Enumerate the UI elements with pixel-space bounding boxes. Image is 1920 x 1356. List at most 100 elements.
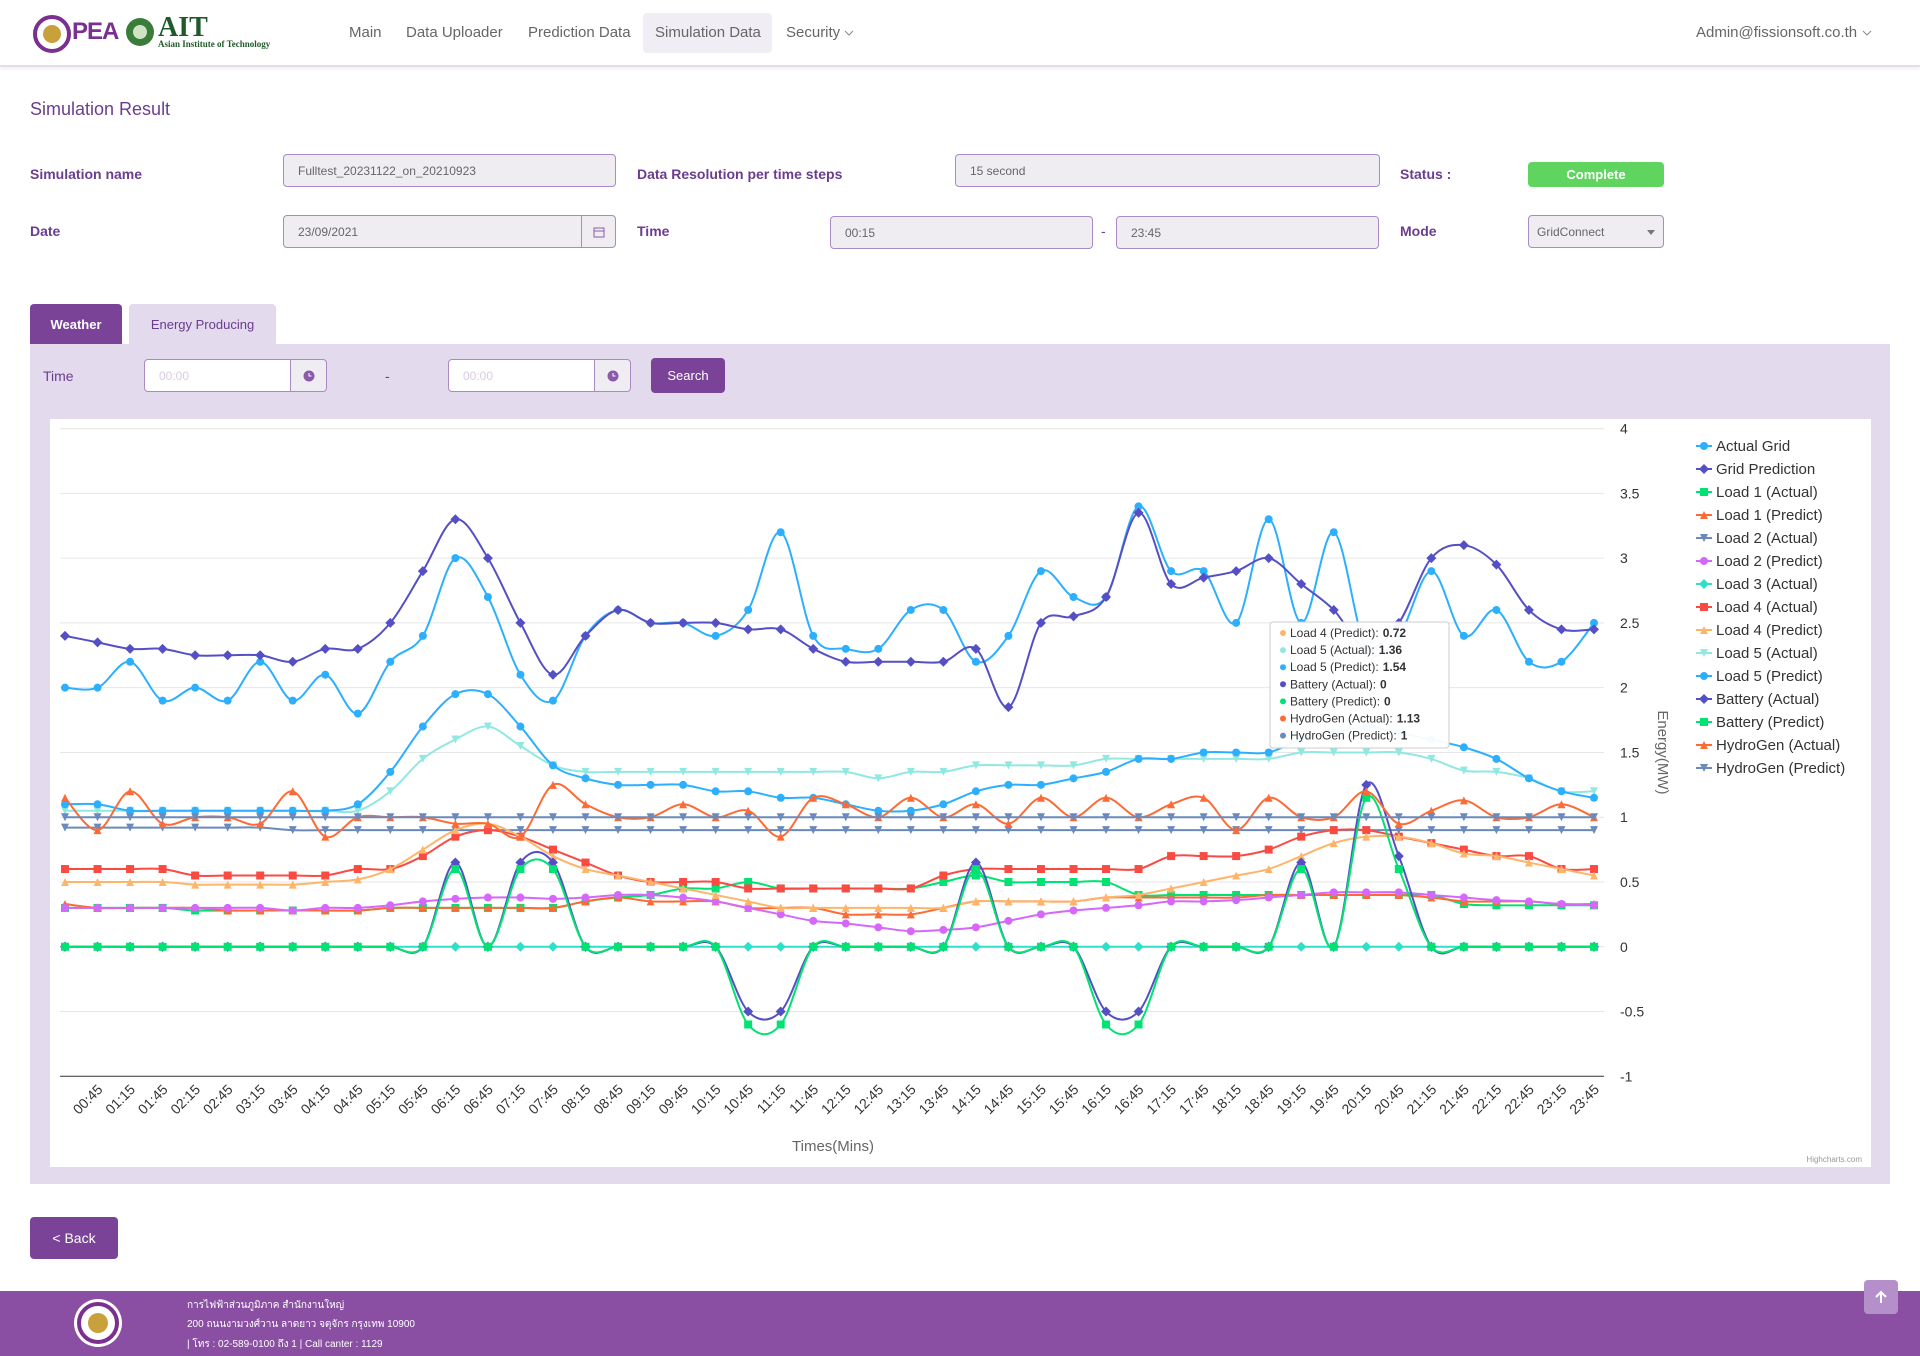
x-tick-label: 00:45 [70,1081,106,1117]
legend-item[interactable]: Load 4 (Predict) [1696,622,1823,639]
marker [744,606,752,614]
legend-item[interactable]: Load 3 (Actual) [1696,576,1818,593]
marker [1069,593,1077,601]
marker [386,901,394,909]
legend-label: Load 2 (Actual) [1716,530,1818,547]
nav-item[interactable]: Security [786,14,840,52]
nav-item-active[interactable]: Simulation Data [655,14,761,52]
marker [874,884,882,892]
legend-item[interactable]: Actual Grid [1696,438,1790,455]
legend-item[interactable]: Load 4 (Actual) [1696,599,1818,616]
marker [679,894,687,902]
marker [842,884,850,892]
x-tick-label: 13:15 [883,1081,919,1117]
simulation-name-input[interactable]: Fulltest_20231122_on_20210923 [283,154,616,187]
marker [61,794,69,802]
marker [1525,897,1533,905]
legend-label: Load 1 (Predict) [1716,507,1823,524]
marker [972,923,980,931]
time-start-input[interactable]: 00:15 [830,216,1093,249]
tooltip-dot [1280,698,1286,704]
marker [483,553,493,563]
tooltip-dot [1280,630,1286,636]
tooltip-line: Load 5 (Actual): 1.36 [1290,643,1402,657]
marker [1004,781,1012,789]
scroll-top-button[interactable] [1864,1280,1898,1314]
clock-button[interactable] [290,359,327,392]
filter-start-input[interactable]: 00:00 [144,359,291,392]
footer-text: | โทร : 02-589-0100 ถึง 1 | Call canter … [187,1337,383,1352]
marker [94,943,102,951]
legend-item[interactable]: Battery (Actual) [1696,691,1819,708]
marker [842,943,850,951]
marker [1557,900,1565,908]
marker [1167,852,1175,860]
tooltip-line: Load 5 (Predict):1.54 [1290,660,1406,674]
legend-item[interactable]: Load 5 (Actual) [1696,645,1818,662]
legend-label: Load 5 (Actual) [1716,645,1818,662]
legend-item[interactable]: Load 2 (Predict) [1696,553,1823,570]
tooltip-value: 1.36 [1379,643,1403,657]
legend-item[interactable]: HydroGen (Actual) [1696,737,1840,754]
tooltip-label: Load 5 (Actual): [1290,643,1375,657]
legend-item[interactable]: Load 5 (Predict) [1696,668,1823,685]
legend: Actual Grid Grid Prediction Load 1 (Actual… [1696,438,1845,777]
user-menu[interactable]: Admin@fissionsoft.co.th [1696,14,1857,52]
marker [1460,943,1468,951]
field-label: Date [30,223,60,239]
tooltip-dot [1280,716,1286,722]
marker [419,723,427,731]
marker [224,904,232,912]
x-tick-label: 14:45 [980,1081,1016,1117]
marker [1700,488,1708,496]
marker [1069,774,1077,782]
resolution-input[interactable]: 15 second [955,154,1380,187]
filter-end-input[interactable]: 00:00 [448,359,595,392]
marker [1700,718,1708,726]
legend-item[interactable]: Load 1 (Predict) [1696,507,1823,524]
marker [451,865,459,873]
date-input[interactable]: 23/09/2021 [283,215,582,248]
marker [1590,794,1598,802]
select-arrow [1646,228,1656,236]
nav-item[interactable]: Prediction Data [528,14,631,52]
marker [842,645,850,653]
search-button[interactable]: Search [651,358,725,393]
legend-label: Actual Grid [1716,438,1790,455]
tooltip-dot [1280,647,1286,653]
nav-item[interactable]: Data Uploader [406,14,503,52]
marker [1460,743,1468,751]
legend-item[interactable]: Grid Prediction [1696,461,1815,478]
marker [1330,888,1338,896]
legend-item[interactable]: HydroGen (Predict) [1696,760,1845,777]
marker [321,671,329,679]
tab-active[interactable]: Weather [30,304,122,344]
tab[interactable]: Energy Producing [129,304,276,344]
mode-select[interactable]: GridConnect [1528,215,1664,248]
x-tick-label: 12:45 [850,1081,886,1117]
marker [1590,943,1598,951]
marker [191,943,199,951]
marker [744,787,752,795]
nav-item[interactable]: Main [349,14,382,52]
marker [582,774,590,782]
marker [1037,865,1045,873]
legend-item[interactable]: Load 2 (Actual) [1696,530,1818,547]
marker [647,781,655,789]
legend-item[interactable]: Load 1 (Actual) [1696,484,1818,501]
marker [808,644,818,654]
calendar-button[interactable] [581,215,616,248]
clock-button[interactable] [594,359,631,392]
marker [1102,768,1110,776]
marker [353,644,363,654]
x-tick-label: 14:15 [948,1081,984,1117]
marker [1167,943,1175,951]
navbar: PEA AIT Asian Institute of Technology Ma… [0,0,1920,67]
back-button[interactable]: < Back [30,1217,118,1259]
marker [484,593,492,601]
x-tick-label: 03:45 [265,1081,301,1117]
marker [776,624,786,634]
y-tick-label: 2 [1620,680,1628,696]
time-end-input[interactable]: 23:45 [1116,216,1379,249]
legend-item[interactable]: Battery (Predict) [1696,714,1824,731]
